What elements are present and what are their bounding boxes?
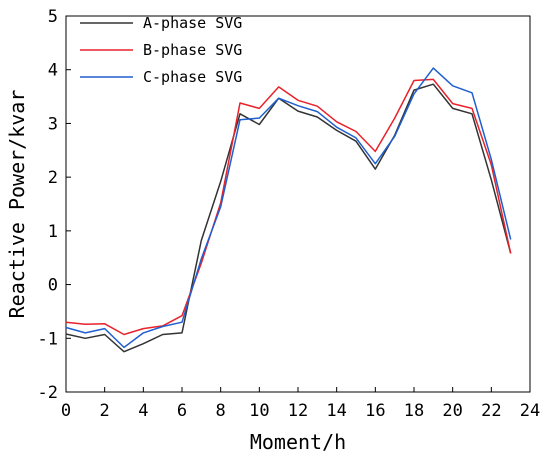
y-tick-label: 3	[48, 114, 58, 134]
x-tick-label: 2	[100, 401, 110, 421]
series-line-c-phase	[65, 67, 512, 349]
legend: A-phase SVG B-phase SVG C-phase SVG	[80, 14, 242, 86]
x-tick-label: 8	[216, 401, 226, 421]
plot-frame	[65, 15, 531, 393]
x-tick-label: 22	[481, 401, 501, 421]
x-tick-label: 18	[404, 401, 424, 421]
y-tick-label: -1	[38, 329, 58, 349]
legend-label: C-phase SVG	[143, 68, 242, 86]
y-tick-label: 2	[48, 168, 58, 188]
legend-label: B-phase SVG	[143, 41, 242, 59]
x-tick-label: 20	[442, 401, 462, 421]
x-tick-label: 6	[177, 401, 187, 421]
x-axis-title: Moment/h	[250, 430, 346, 454]
x-axis: 0 2 4 6 8 10 12 14 16 18 20 22 24	[61, 387, 540, 421]
y-tick-label: 0	[48, 276, 58, 296]
series-line-a-phase	[65, 83, 512, 353]
series-lines	[65, 67, 512, 353]
y-tick-label: 4	[48, 61, 58, 81]
x-tick-label: 4	[138, 401, 148, 421]
x-tick-label: 0	[61, 401, 71, 421]
legend-label: A-phase SVG	[143, 14, 242, 32]
x-tick-label: 14	[326, 401, 346, 421]
x-tick-label: 10	[249, 401, 269, 421]
x-tick-label: 12	[288, 401, 308, 421]
y-axis: -2 -1 0 1 2 3 4 5	[38, 7, 71, 403]
y-tick-label: 5	[48, 7, 58, 27]
plot-area-border	[65, 15, 531, 393]
x-tick-label: 24	[520, 401, 540, 421]
series-line-b-phase	[65, 78, 512, 336]
y-axis-title: Reactive Power/kvar	[5, 90, 29, 319]
x-tick-label: 16	[365, 401, 385, 421]
y-tick-label: -2	[38, 383, 58, 403]
y-tick-label: 1	[48, 222, 58, 242]
